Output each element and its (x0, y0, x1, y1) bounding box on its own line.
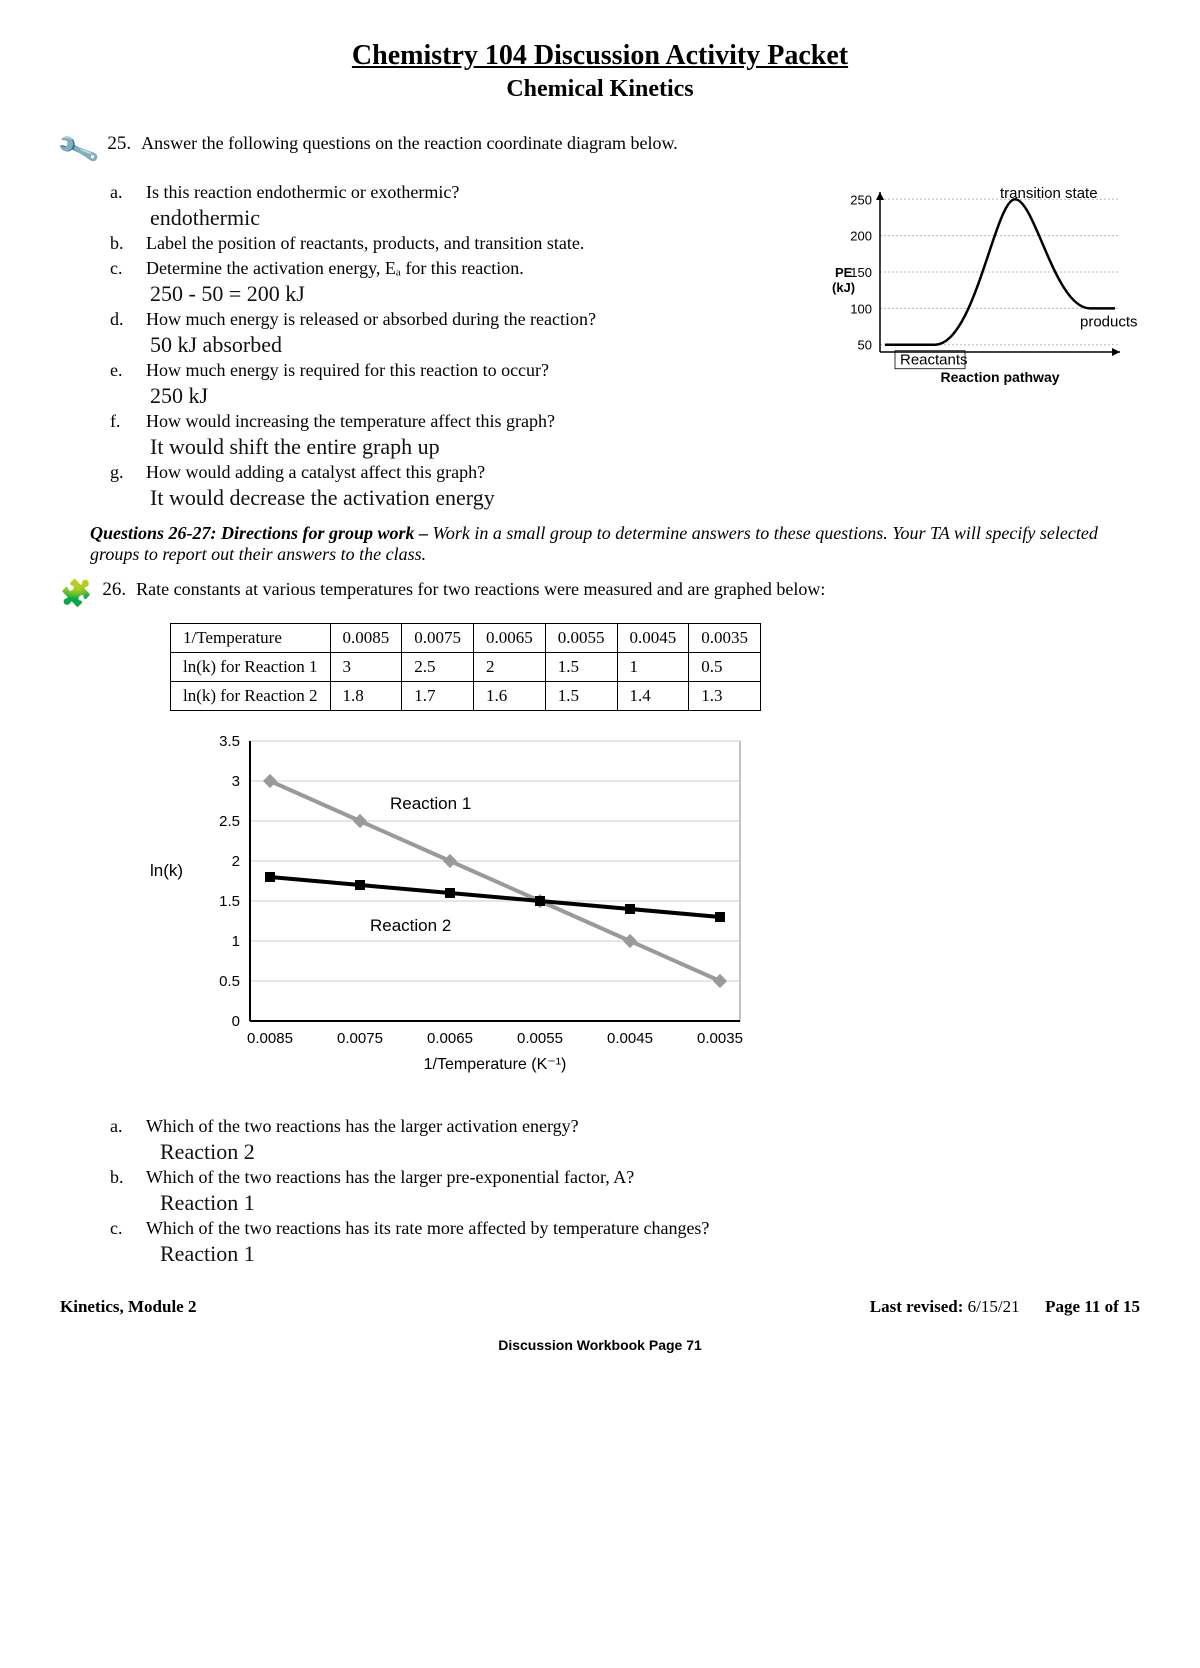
svg-text:0.0035: 0.0035 (697, 1030, 743, 1047)
q25a-ans: endothermic (150, 205, 800, 231)
svg-text:2: 2 (232, 853, 240, 870)
chart-yaxis-label: ln(k) (150, 861, 183, 881)
rate-table: 1/Temperature0.00850.00750.00650.00550.0… (170, 623, 761, 711)
svg-text:3: 3 (232, 773, 240, 790)
svg-text:1/Temperature (K⁻¹): 1/Temperature (K⁻¹) (424, 1056, 567, 1073)
arrhenius-chart: 0 0.5 1 1.5 2 2.5 3 3.5 Reaction 1 Reaction 2 0.00… (200, 731, 760, 1091)
svg-text:Reactants: Reactants (900, 352, 968, 369)
footer-revised-lbl: Last revised: (870, 1297, 964, 1316)
footer-page: Page 11 of 15 (1045, 1297, 1140, 1316)
q25e-text: How much energy is required for this rea… (146, 360, 549, 381)
q25c-lbl: c. (110, 258, 128, 279)
q26b-lbl: b. (110, 1167, 128, 1188)
q25g-ans: It would decrease the activation energy (150, 485, 800, 511)
q25c-ans: 250 - 50 = 200 kJ (150, 281, 800, 307)
q26a-lbl: a. (110, 1116, 128, 1137)
directions: Questions 26-27: Directions for group wo… (90, 523, 1110, 565)
svg-text:transition state: transition state (1000, 185, 1098, 202)
footer-bottom: Discussion Workbook Page 71 (60, 1337, 1140, 1353)
q25a-lbl: a. (110, 182, 128, 203)
svg-text:Reaction 2: Reaction 2 (370, 916, 451, 935)
wrench-icon: 🔧 (55, 128, 102, 174)
q25b-lbl: b. (110, 233, 128, 254)
footer-module: Kinetics, Module 2 (60, 1297, 196, 1316)
svg-text:0.0055: 0.0055 (517, 1030, 563, 1047)
svg-text:0.0085: 0.0085 (247, 1030, 293, 1047)
q25-prompt: Answer the following questions on the re… (141, 133, 678, 154)
q25a-text: Is this reaction endothermic or exotherm… (146, 182, 459, 203)
svg-text:50: 50 (858, 338, 872, 353)
q25f-lbl: f. (110, 411, 128, 432)
svg-text:250: 250 (850, 192, 872, 207)
sub-title: Chemical Kinetics (60, 76, 1140, 103)
q25d-ans: 50 kJ absorbed (150, 332, 800, 358)
svg-text:0.0075: 0.0075 (337, 1030, 383, 1047)
q25c-text: Determine the activation energy, Eₐ for … (146, 258, 524, 279)
svg-text:3.5: 3.5 (219, 733, 240, 750)
svg-text:0: 0 (232, 1013, 240, 1030)
q26b-ans: Reaction 1 (160, 1190, 1140, 1216)
q26b-text: Which of the two reactions has the large… (146, 1167, 634, 1188)
main-title: Chemistry 104 Discussion Activity Packet (60, 40, 1140, 72)
q25g-text: How would adding a catalyst affect this … (146, 462, 485, 483)
svg-text:0.5: 0.5 (219, 973, 240, 990)
svg-text:100: 100 (850, 301, 872, 316)
svg-text:200: 200 (850, 229, 872, 244)
q26c-ans: Reaction 1 (160, 1241, 1140, 1267)
energy-diagram: 50 100 150 200 250 PE(kJ) Reaction pathway tran… (820, 182, 1140, 513)
footer-revised: 6/15/21 (963, 1297, 1019, 1316)
svg-text:1.5: 1.5 (219, 893, 240, 910)
q25b-text: Label the position of reactants, product… (146, 233, 584, 254)
q25g-lbl: g. (110, 462, 128, 483)
puzzle-icon: 🧩 (60, 579, 92, 609)
svg-text:0.0065: 0.0065 (427, 1030, 473, 1047)
q25e-ans: 250 kJ (150, 383, 800, 409)
q26c-text: Which of the two reactions has its rate … (146, 1218, 709, 1239)
q26a-text: Which of the two reactions has the large… (146, 1116, 579, 1137)
q26-prompt: Rate constants at various temperatures f… (136, 579, 825, 600)
svg-text:150: 150 (850, 265, 872, 280)
q26-num: 26. (102, 579, 126, 601)
q25f-text: How would increasing the temperature aff… (146, 411, 555, 432)
q25e-lbl: e. (110, 360, 128, 381)
svg-text:1: 1 (232, 933, 240, 950)
svg-text:products: products (1080, 313, 1138, 330)
q25-num: 25. (107, 133, 131, 155)
svg-text:0.0045: 0.0045 (607, 1030, 653, 1047)
q25d-text: How much energy is released or absorbed … (146, 309, 596, 330)
svg-text:Reaction pathway: Reaction pathway (940, 369, 1059, 385)
directions-lead: Questions 26-27: Directions for group wo… (90, 523, 428, 543)
q25d-lbl: d. (110, 309, 128, 330)
svg-text:2.5: 2.5 (219, 813, 240, 830)
q26a-ans: Reaction 2 (160, 1139, 1140, 1165)
svg-text:Reaction 1: Reaction 1 (390, 794, 471, 813)
svg-text:(kJ): (kJ) (832, 280, 855, 295)
svg-text:PE: PE (835, 265, 853, 280)
q26c-lbl: c. (110, 1218, 128, 1239)
q25f-ans: It would shift the entire graph up (150, 434, 800, 460)
